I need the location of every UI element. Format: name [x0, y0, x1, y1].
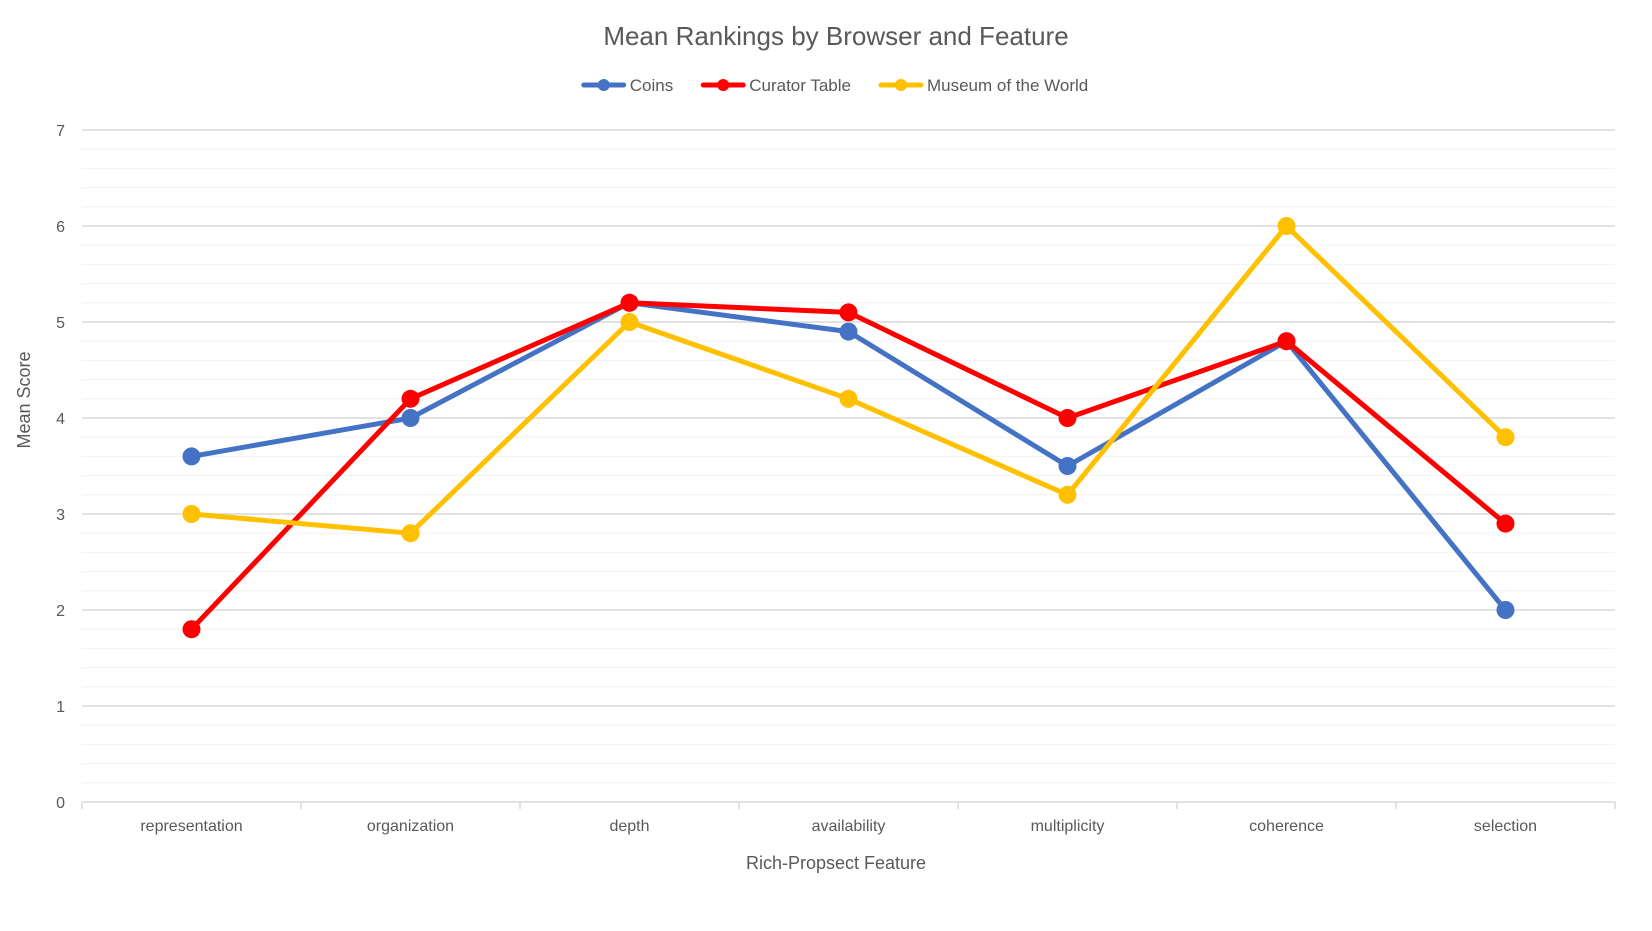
- data-point: [839, 389, 858, 408]
- x-tick-label: coherence: [1249, 818, 1324, 835]
- y-tick-label: 3: [56, 507, 65, 524]
- data-point: [401, 409, 420, 427]
- y-tick-label: 0: [56, 795, 65, 812]
- data-point: [1058, 485, 1077, 504]
- data-point: [182, 620, 201, 639]
- series-line: [189, 300, 1508, 632]
- legend-item: Curator Table: [700, 76, 851, 95]
- y-tick-label: 6: [56, 219, 65, 236]
- data-point: [620, 293, 639, 312]
- x-tick-label: representation: [140, 818, 242, 835]
- data-point: [1496, 601, 1515, 619]
- legend-label: Curator Table: [749, 76, 851, 95]
- legend-item: Museum of the World: [878, 76, 1088, 95]
- legend-item: Coins: [581, 76, 673, 95]
- x-axis: representation organization depth availabil…: [81, 801, 1616, 835]
- legend-swatch-marker: [894, 79, 907, 91]
- data-point: [839, 303, 858, 322]
- data-point: [839, 322, 858, 341]
- x-tick-label: organization: [367, 818, 454, 835]
- y-axis-ticks: 0 1 2 3 4 5 6 7: [56, 123, 65, 812]
- x-tick-label: depth: [609, 818, 649, 835]
- series-curator-table: [182, 293, 1515, 639]
- data-point: [182, 505, 201, 523]
- data-point: [401, 389, 420, 408]
- legend-swatch-marker: [717, 79, 730, 91]
- legend-label: Coins: [630, 76, 673, 95]
- data-point: [182, 447, 201, 466]
- data-point: [620, 313, 639, 331]
- legend-label: Museum of the World: [927, 76, 1088, 95]
- data-point: [1277, 332, 1296, 351]
- y-tick-label: 4: [56, 411, 65, 428]
- y-tick-label: 2: [56, 603, 65, 620]
- gridlines: [82, 129, 1615, 784]
- x-tick-label: multiplicity: [1031, 818, 1105, 835]
- y-tick-label: 7: [56, 123, 65, 140]
- data-point: [1496, 514, 1515, 533]
- data-point: [1058, 409, 1077, 427]
- x-tick-label: selection: [1474, 818, 1537, 835]
- data-point: [1277, 217, 1296, 235]
- series-lines: [182, 217, 1515, 639]
- series-museum-of-the-world: [182, 217, 1515, 543]
- data-point: [401, 524, 420, 543]
- data-point: [1058, 457, 1077, 475]
- legend-swatch-marker: [597, 79, 610, 91]
- legend: Coins Curator Table Museum of the World: [581, 76, 1088, 95]
- y-axis-title: Mean Score: [14, 351, 34, 448]
- chart-title: Mean Rankings by Browser and Feature: [603, 21, 1068, 51]
- x-axis-title: Rich-Propsect Feature: [746, 853, 926, 873]
- data-point: [1496, 428, 1515, 447]
- y-tick-label: 1: [56, 699, 65, 716]
- x-tick-label: availability: [812, 818, 886, 835]
- y-tick-label: 5: [56, 315, 65, 332]
